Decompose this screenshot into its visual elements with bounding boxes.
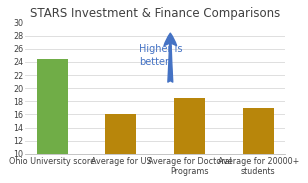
Bar xyxy=(243,108,274,183)
Bar xyxy=(105,114,136,183)
Bar xyxy=(37,59,68,183)
Title: STARS Investment & Finance Comparisons: STARS Investment & Finance Comparisons xyxy=(30,7,280,20)
Bar xyxy=(174,98,205,183)
Text: Higher is
better: Higher is better xyxy=(140,44,183,67)
